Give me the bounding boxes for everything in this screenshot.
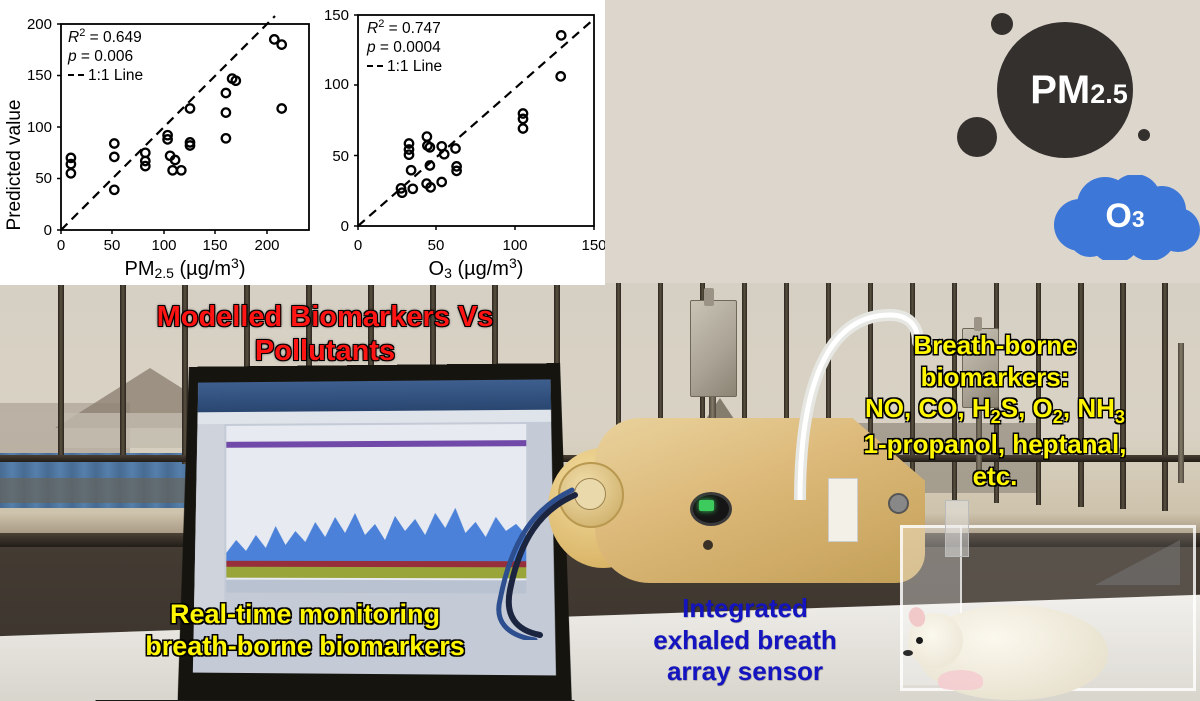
svg-text:100: 100: [324, 76, 349, 93]
svg-text:50: 50: [35, 170, 52, 187]
svg-text:O3 (µg/m3): O3 (µg/m3): [429, 255, 524, 281]
svg-text:R2 = 0.649: R2 = 0.649: [68, 27, 142, 46]
svg-text:200: 200: [254, 237, 279, 254]
svg-text:1:1 Line: 1:1 Line: [387, 58, 442, 75]
svg-text:0: 0: [57, 237, 65, 254]
svg-text:200: 200: [27, 16, 52, 33]
svg-text:100: 100: [151, 237, 176, 254]
svg-text:PM2.5 (µg/m3): PM2.5 (µg/m3): [124, 255, 245, 281]
svg-text:50: 50: [104, 237, 121, 254]
svg-text:0: 0: [341, 218, 349, 235]
svg-text:p = 0.0004: p = 0.0004: [366, 39, 441, 56]
svg-text:50: 50: [428, 237, 445, 254]
svg-text:150: 150: [27, 67, 52, 84]
svg-text:50: 50: [332, 148, 349, 165]
svg-text:150: 150: [324, 7, 349, 24]
svg-text:p = 0.006: p = 0.006: [67, 48, 133, 65]
svg-text:0: 0: [44, 222, 52, 239]
svg-text:Predicted value: Predicted value: [4, 100, 25, 231]
svg-text:0: 0: [354, 237, 362, 254]
svg-text:100: 100: [502, 237, 527, 254]
svg-text:100: 100: [27, 119, 52, 136]
svg-text:R2 = 0.747: R2 = 0.747: [367, 18, 441, 37]
svg-text:1:1 Line: 1:1 Line: [88, 67, 143, 84]
svg-text:150: 150: [581, 237, 605, 254]
svg-text:150: 150: [202, 237, 227, 254]
